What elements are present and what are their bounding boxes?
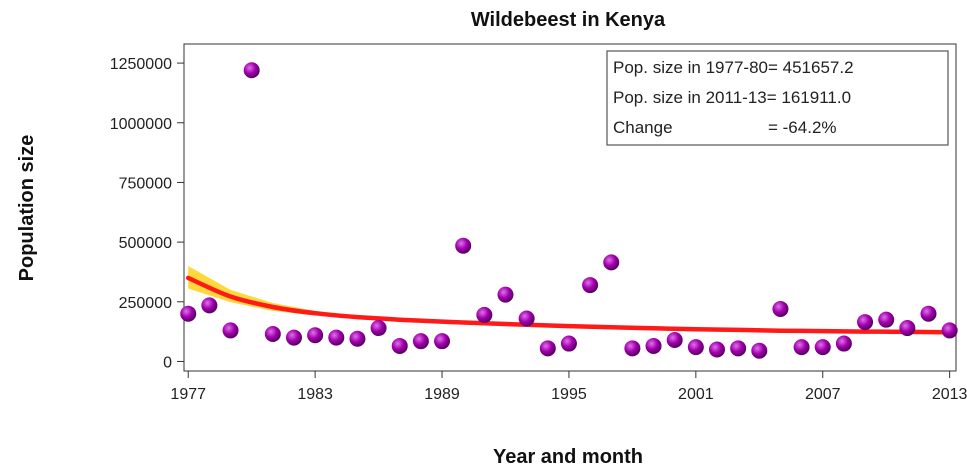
data-point <box>243 62 260 79</box>
y-tick-label: 750000 <box>119 175 172 192</box>
data-point <box>264 326 281 343</box>
x-tick-label: 1989 <box>424 386 460 403</box>
x-axis-label: Year and month <box>493 446 643 468</box>
data-point <box>307 327 324 344</box>
annotation-box: Pop. size in 1977-80= 451657.2 Pop. size… <box>606 50 949 146</box>
data-point <box>434 333 451 350</box>
data-point <box>582 277 599 294</box>
data-point <box>941 322 958 339</box>
x-tick-label: 2013 <box>932 386 967 403</box>
data-point <box>814 339 831 356</box>
y-tick-label: 0 <box>163 354 172 371</box>
x-axis: 1977 1983 1989 1995 2001 2007 2013 <box>170 371 967 403</box>
data-point <box>730 340 747 357</box>
annotation-line-3-value: = -64.2% <box>768 118 837 137</box>
data-point <box>412 333 429 350</box>
data-point <box>560 335 577 352</box>
data-point <box>201 297 218 314</box>
points-layer <box>180 62 958 359</box>
data-point <box>666 331 683 348</box>
y-tick-label: 1250000 <box>110 56 172 73</box>
data-point <box>180 305 197 322</box>
y-tick-label: 500000 <box>119 235 172 252</box>
data-point <box>391 337 408 354</box>
data-point <box>222 322 239 339</box>
data-point <box>835 335 852 352</box>
annotation-line-2: Pop. size in 2011-13= 161911.0 <box>613 88 851 107</box>
data-point <box>539 340 556 357</box>
x-tick-label: 1977 <box>170 386 206 403</box>
data-point <box>624 340 641 357</box>
data-point <box>455 237 472 254</box>
annotation-line-1: Pop. size in 1977-80= 451657.2 <box>613 58 854 77</box>
data-point <box>328 329 345 346</box>
chart-title: Wildebeest in Kenya <box>471 9 666 31</box>
trend-layer <box>185 265 952 335</box>
data-point <box>687 339 704 356</box>
y-axis: 0 250000 500000 750000 1000000 1250000 <box>110 56 184 371</box>
data-point <box>878 311 895 328</box>
x-tick-label: 2001 <box>678 386 714 403</box>
y-tick-label: 250000 <box>119 295 172 312</box>
data-point <box>645 337 662 354</box>
data-point <box>349 330 366 347</box>
data-point <box>793 339 810 356</box>
data-point <box>857 314 874 331</box>
x-tick-label: 2007 <box>805 386 841 403</box>
annotation-line-3-label: Change <box>613 118 673 137</box>
annotation-frame <box>606 50 949 146</box>
y-tick-label: 1000000 <box>110 116 172 133</box>
data-point <box>772 300 789 317</box>
trend-line <box>185 275 952 335</box>
data-point <box>920 305 937 322</box>
data-point <box>285 329 302 346</box>
data-point <box>476 306 493 323</box>
data-point <box>497 286 514 303</box>
data-point <box>899 320 916 337</box>
x-tick-label: 1983 <box>297 386 333 403</box>
data-point <box>370 320 387 337</box>
data-point <box>603 254 620 271</box>
data-point <box>751 342 768 359</box>
x-tick-label: 1995 <box>551 386 587 403</box>
data-point <box>708 341 725 358</box>
y-axis-label: Population size <box>16 135 38 282</box>
data-point <box>518 310 535 327</box>
